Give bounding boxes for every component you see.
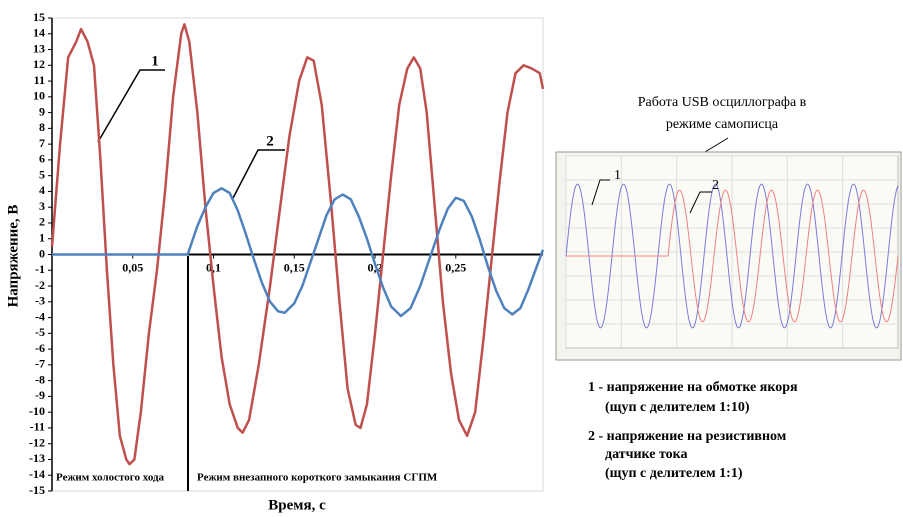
y-tick-label: -1 (35, 262, 45, 276)
y-tick-label: 9 (39, 104, 45, 118)
series-line (52, 188, 543, 316)
inset-title: режиме самописца (666, 117, 779, 132)
y-tick-label: 15 (33, 10, 45, 24)
series-label: 2 (266, 133, 274, 149)
y-tick-label: 1 (39, 230, 45, 244)
y-tick-label: 12 (33, 57, 45, 71)
page: Напряжение, В Время, с Режим холостого х… (0, 0, 903, 517)
y-tick-label: 13 (33, 41, 45, 55)
inset-label: 1 (614, 168, 621, 183)
y-tick-label: -15 (29, 483, 45, 497)
y-tick-label: 5 (39, 167, 45, 181)
y-tick-label: -7 (35, 357, 45, 371)
y-tick-label: -6 (35, 341, 45, 355)
series-label: 1 (151, 53, 159, 69)
leader-line (98, 70, 165, 142)
x-tick-label: 0,05 (122, 260, 143, 274)
y-tick-label: 4 (39, 183, 45, 197)
x-axis-label: Время, с (268, 497, 326, 513)
y-tick-label: -8 (35, 372, 45, 386)
y-tick-label: 11 (34, 73, 45, 87)
y-tick-label: -9 (35, 388, 45, 402)
y-tick-label: 6 (39, 152, 45, 166)
leader-line (232, 150, 285, 200)
y-tick-label: -3 (35, 294, 45, 308)
note: 1 - напряжение на обмотке якоря (588, 380, 798, 395)
y-axis-label: Напряжение, В (5, 205, 21, 308)
y-tick-label: 14 (33, 26, 45, 40)
y-tick-label: 7 (39, 136, 45, 150)
y-tick-label: -14 (29, 467, 45, 481)
y-tick-label: 10 (33, 89, 45, 103)
inset-title: Работа USB осциллографа в (638, 95, 807, 110)
inset-label: 2 (712, 178, 719, 193)
note: (щуп с делителем 1:1) (605, 466, 743, 481)
inset-screenshot (556, 152, 901, 360)
series-line (52, 24, 543, 464)
y-tick-label: 8 (39, 120, 45, 134)
y-tick-label: -13 (29, 451, 45, 465)
note: (щуп с делителем 1:10) (605, 400, 750, 415)
annotation: Режим внезапного короткого замыкания СГП… (197, 472, 438, 484)
y-tick-label: -5 (35, 325, 45, 339)
y-tick-label: -11 (30, 420, 45, 434)
y-tick-label: -10 (29, 404, 45, 418)
note: датчике тока (605, 447, 688, 462)
y-tick-label: -4 (35, 309, 45, 323)
x-tick-label: 0,15 (284, 260, 305, 274)
note: 2 - напряжение на резистивном (588, 429, 787, 444)
y-tick-label: 3 (39, 199, 45, 213)
x-tick-label: 0,25 (445, 260, 466, 274)
y-tick-label: 2 (39, 215, 45, 229)
y-tick-label: -2 (35, 278, 45, 292)
x-tick-label: 0,1 (206, 260, 221, 274)
figure: Напряжение, В Время, с Режим холостого х… (0, 0, 903, 517)
y-tick-label: -12 (29, 435, 45, 449)
y-tick-label: 0 (39, 246, 45, 260)
annotation: Режим холостого хода (56, 472, 165, 484)
